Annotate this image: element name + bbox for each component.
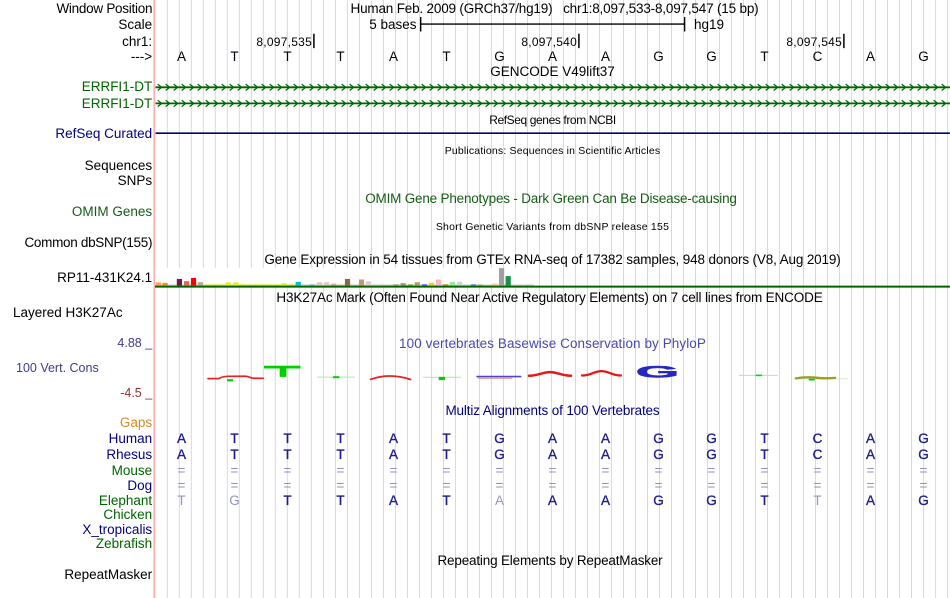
svg-text:G: G [636,363,679,381]
